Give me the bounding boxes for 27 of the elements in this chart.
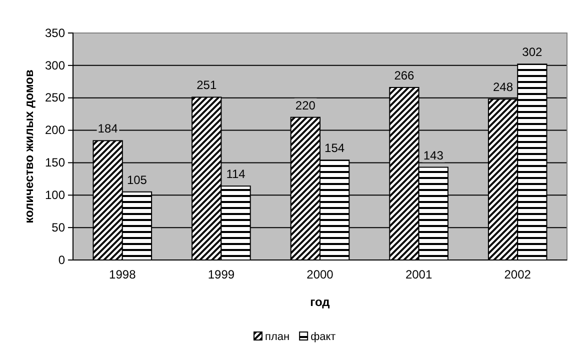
y-tick-label: 150 xyxy=(44,156,66,170)
x-tick-label: 1999 xyxy=(208,268,235,282)
x-tick-label: 2000 xyxy=(306,268,334,282)
data-label: 143 xyxy=(423,148,444,162)
x-axis-title: год xyxy=(310,295,330,309)
data-label: 302 xyxy=(522,45,543,60)
y-tick-label: 250 xyxy=(44,90,66,105)
y-tick-label: 100 xyxy=(44,188,66,202)
legend-label: факт xyxy=(310,331,336,343)
y-tick-label: 200 xyxy=(44,123,66,138)
data-label: 251 xyxy=(196,78,217,92)
data-label: 114 xyxy=(226,167,246,182)
legend-label: план xyxy=(265,331,290,343)
x-tick-label: 2001 xyxy=(405,268,432,282)
y-axis-title: количество жилых домов xyxy=(22,70,36,224)
data-label: 220 xyxy=(295,98,316,112)
data-label: 154 xyxy=(324,141,345,156)
x-tick-label: 2002 xyxy=(504,268,532,282)
data-label: 266 xyxy=(394,68,415,82)
y-tick-label: 50 xyxy=(52,220,66,234)
data-label: 184 xyxy=(98,122,118,136)
data-label: 105 xyxy=(126,172,148,187)
y-tick-label: 300 xyxy=(44,58,66,72)
x-tick-label: 1998 xyxy=(109,268,136,282)
y-tick-label: 350 xyxy=(44,26,66,40)
data-label: 248 xyxy=(493,80,514,94)
y-tick-label: 0 xyxy=(58,252,66,267)
